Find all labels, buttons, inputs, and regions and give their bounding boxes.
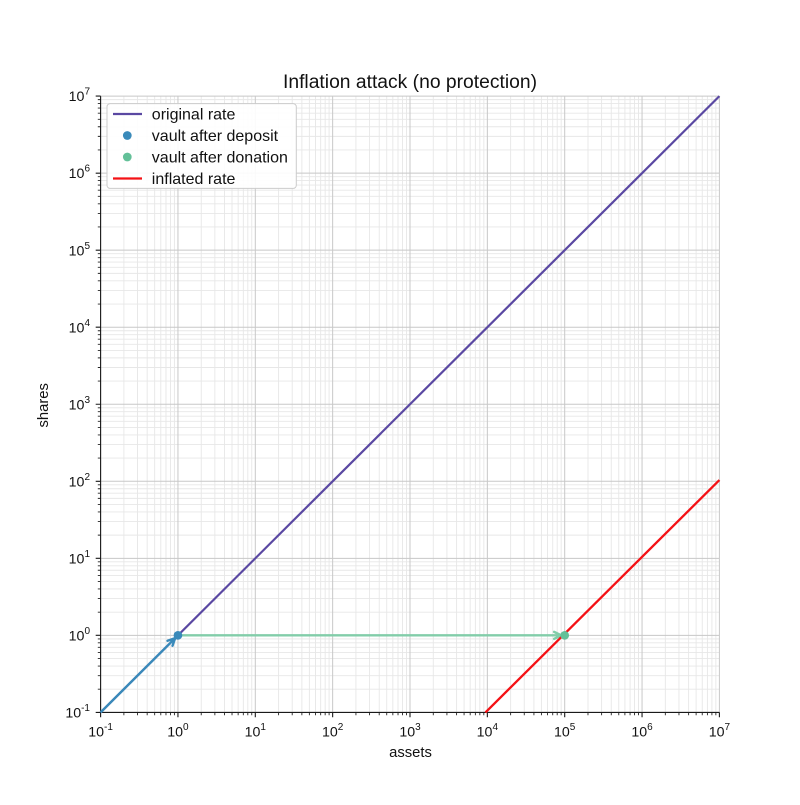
svg-text:Inflation attack (no protectio: Inflation attack (no protection) — [283, 72, 537, 93]
svg-text:inflated rate: inflated rate — [152, 171, 236, 188]
svg-text:vault after donation: vault after donation — [152, 150, 288, 167]
svg-text:shares: shares — [36, 383, 52, 427]
svg-text:vault after deposit: vault after deposit — [152, 128, 279, 145]
svg-text:assets: assets — [389, 745, 432, 761]
svg-text:original rate: original rate — [152, 107, 236, 124]
